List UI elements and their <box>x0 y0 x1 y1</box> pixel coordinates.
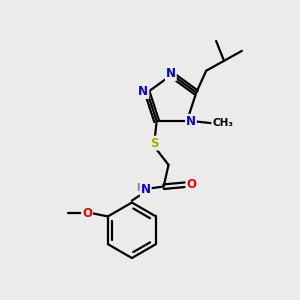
Text: N: N <box>138 85 148 98</box>
Text: N: N <box>166 67 176 80</box>
Text: O: O <box>82 207 92 220</box>
Text: H: H <box>136 183 144 193</box>
Text: N: N <box>186 115 196 128</box>
Text: N: N <box>141 183 151 196</box>
Text: O: O <box>186 178 196 191</box>
Text: CH₃: CH₃ <box>212 118 233 128</box>
Text: S: S <box>150 136 159 150</box>
